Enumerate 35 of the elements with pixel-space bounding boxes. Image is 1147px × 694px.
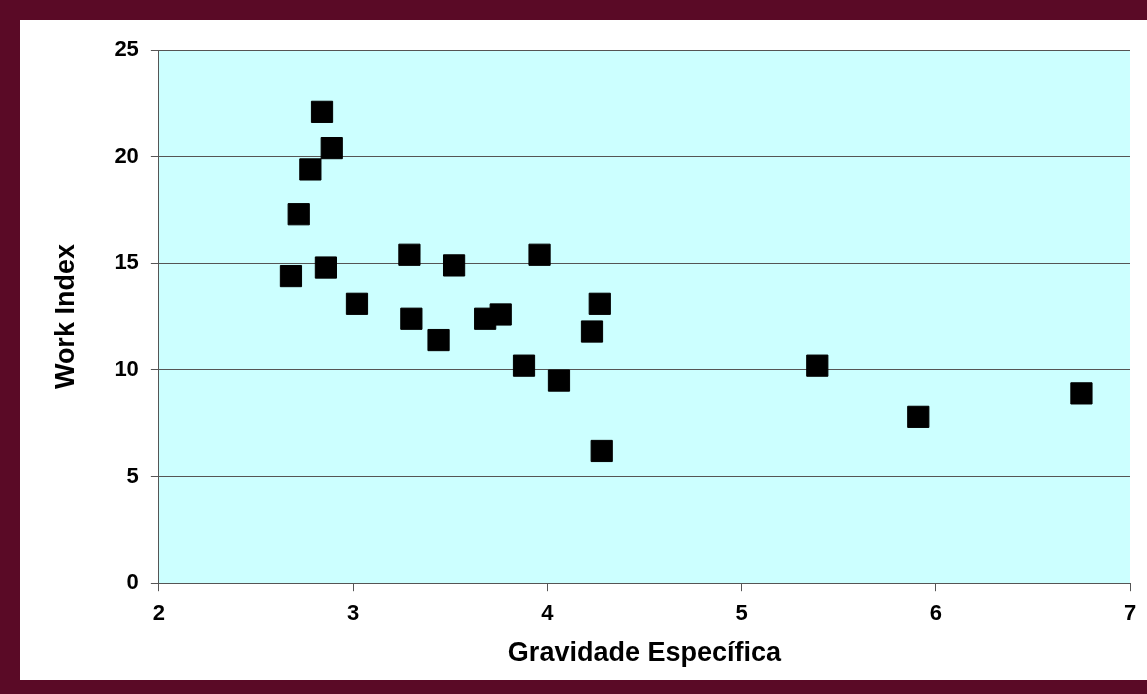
x-tick-label: 4 — [541, 600, 555, 626]
point — [1070, 382, 1093, 405]
point — [320, 137, 343, 160]
point — [590, 439, 613, 463]
x-tick-label: 5 — [735, 600, 748, 626]
y-tick-label: 15 — [114, 249, 139, 275]
point — [279, 264, 303, 288]
x-tick-label: 7 — [1123, 600, 1137, 626]
point — [442, 254, 466, 277]
y-tick-label: 0 — [126, 569, 139, 595]
point — [489, 303, 512, 326]
x-tick-label: 3 — [346, 600, 360, 626]
point — [512, 354, 536, 377]
y-axis-title: Work Index — [49, 244, 80, 390]
point — [806, 354, 829, 377]
point — [907, 405, 930, 428]
x-tick-label: 2 — [152, 600, 165, 626]
point — [398, 243, 421, 266]
point — [528, 243, 551, 266]
y-tick-label: 10 — [114, 355, 139, 381]
x-axis-title: Gravidade Específica — [507, 637, 782, 668]
point — [287, 203, 310, 226]
point — [547, 369, 571, 392]
point — [580, 320, 604, 343]
point — [314, 256, 338, 279]
point — [310, 100, 334, 123]
point — [299, 158, 322, 181]
point — [588, 292, 611, 315]
y-tick-label: 20 — [114, 142, 139, 168]
point — [400, 307, 423, 330]
y-tick-label: 25 — [114, 36, 139, 62]
point — [345, 292, 369, 315]
y-tick-label: 5 — [126, 462, 139, 488]
point — [427, 328, 450, 352]
x-tick-label: 6 — [929, 600, 942, 626]
